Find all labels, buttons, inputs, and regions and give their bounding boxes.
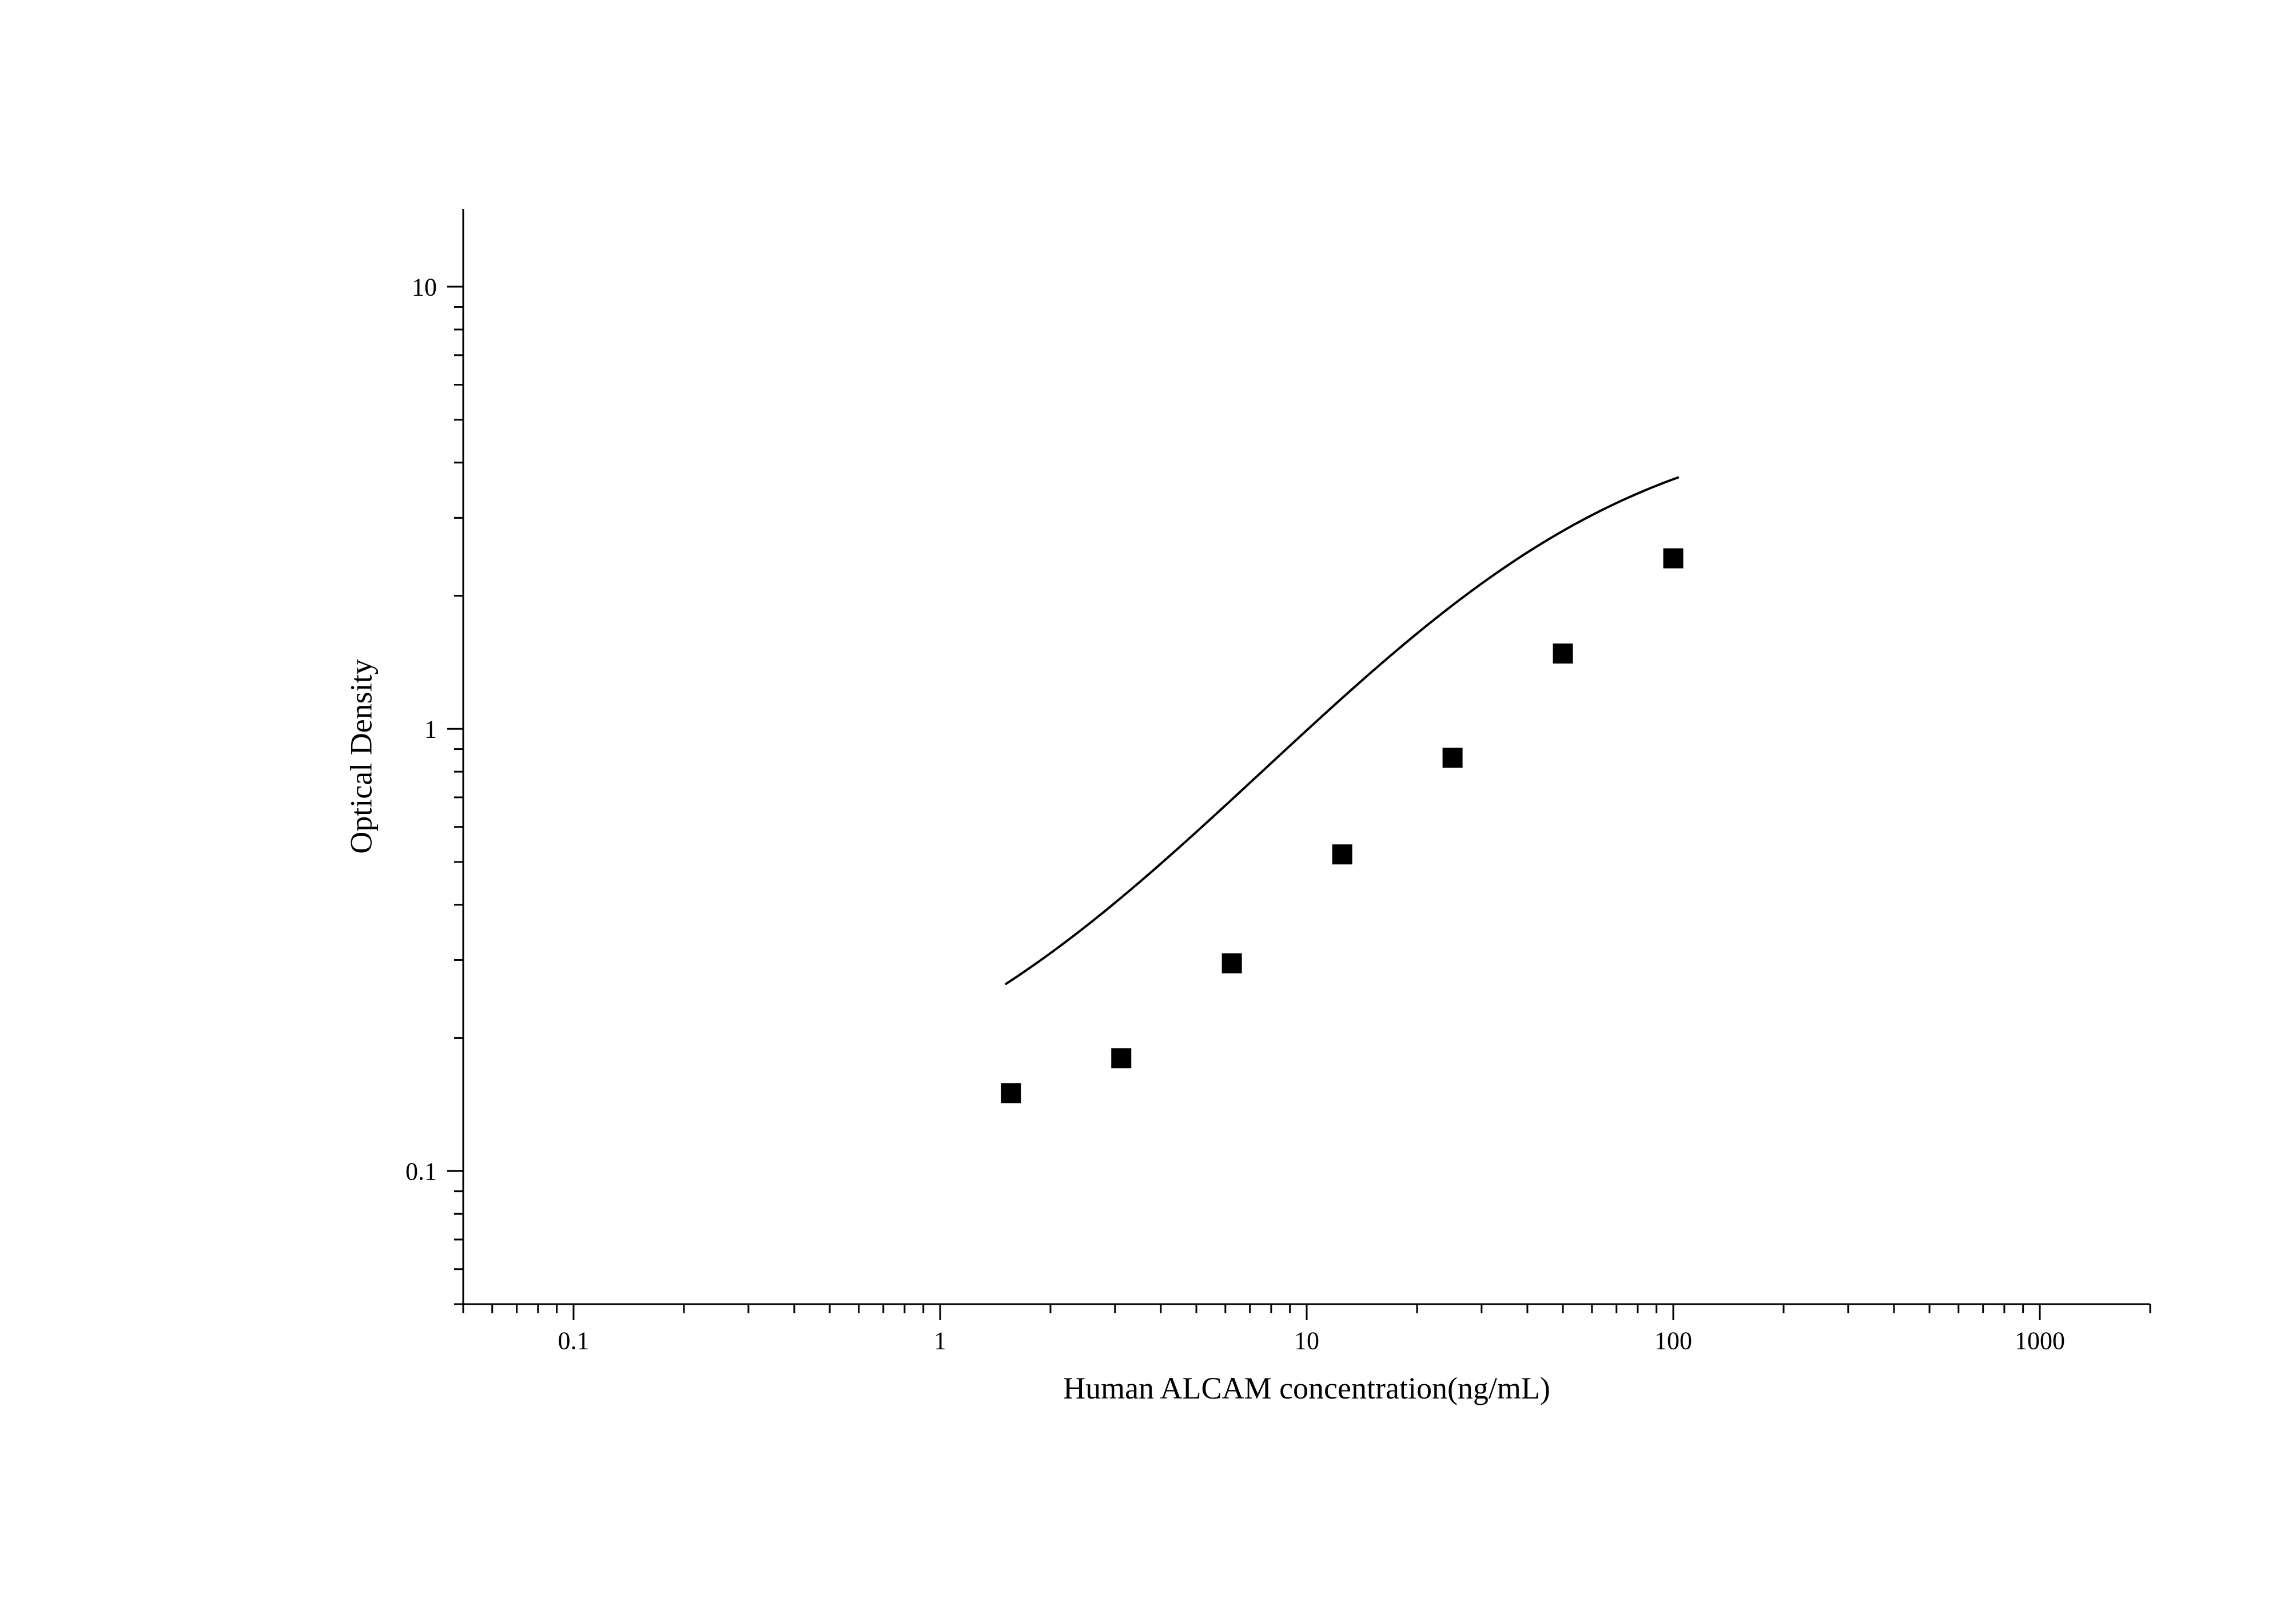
- chart-container: 0.1 1 10 100 1000 0.1 1 10 Human ALCAM concentra…: [0, 0, 2296, 1605]
- y-tick-label: 0.1: [405, 1158, 437, 1186]
- loglog-chart: 0.1 1 10 100 1000 0.1 1 10 Human ALCAM concentra…: [0, 0, 2296, 1605]
- y-axis-label: Optical Density: [344, 659, 379, 853]
- data-marker: [1112, 1048, 1131, 1068]
- y-tick-label: 10: [412, 273, 437, 301]
- data-marker: [1001, 1083, 1021, 1103]
- x-tick-label: 1: [934, 1327, 946, 1355]
- x-tick-label: 0.1: [558, 1327, 589, 1355]
- data-marker: [1553, 644, 1573, 664]
- y-tick-label: 1: [424, 716, 437, 744]
- x-tick-label: 100: [1654, 1327, 1692, 1355]
- data-marker: [1443, 748, 1462, 768]
- x-axis-label: Human ALCAM concentration(ng/mL): [1063, 1371, 1550, 1405]
- data-marker: [1222, 954, 1241, 973]
- x-tick-label: 1000: [2015, 1327, 2065, 1355]
- x-tick-label: 10: [1294, 1327, 1319, 1355]
- data-marker: [1664, 549, 1683, 568]
- data-marker: [1332, 845, 1352, 864]
